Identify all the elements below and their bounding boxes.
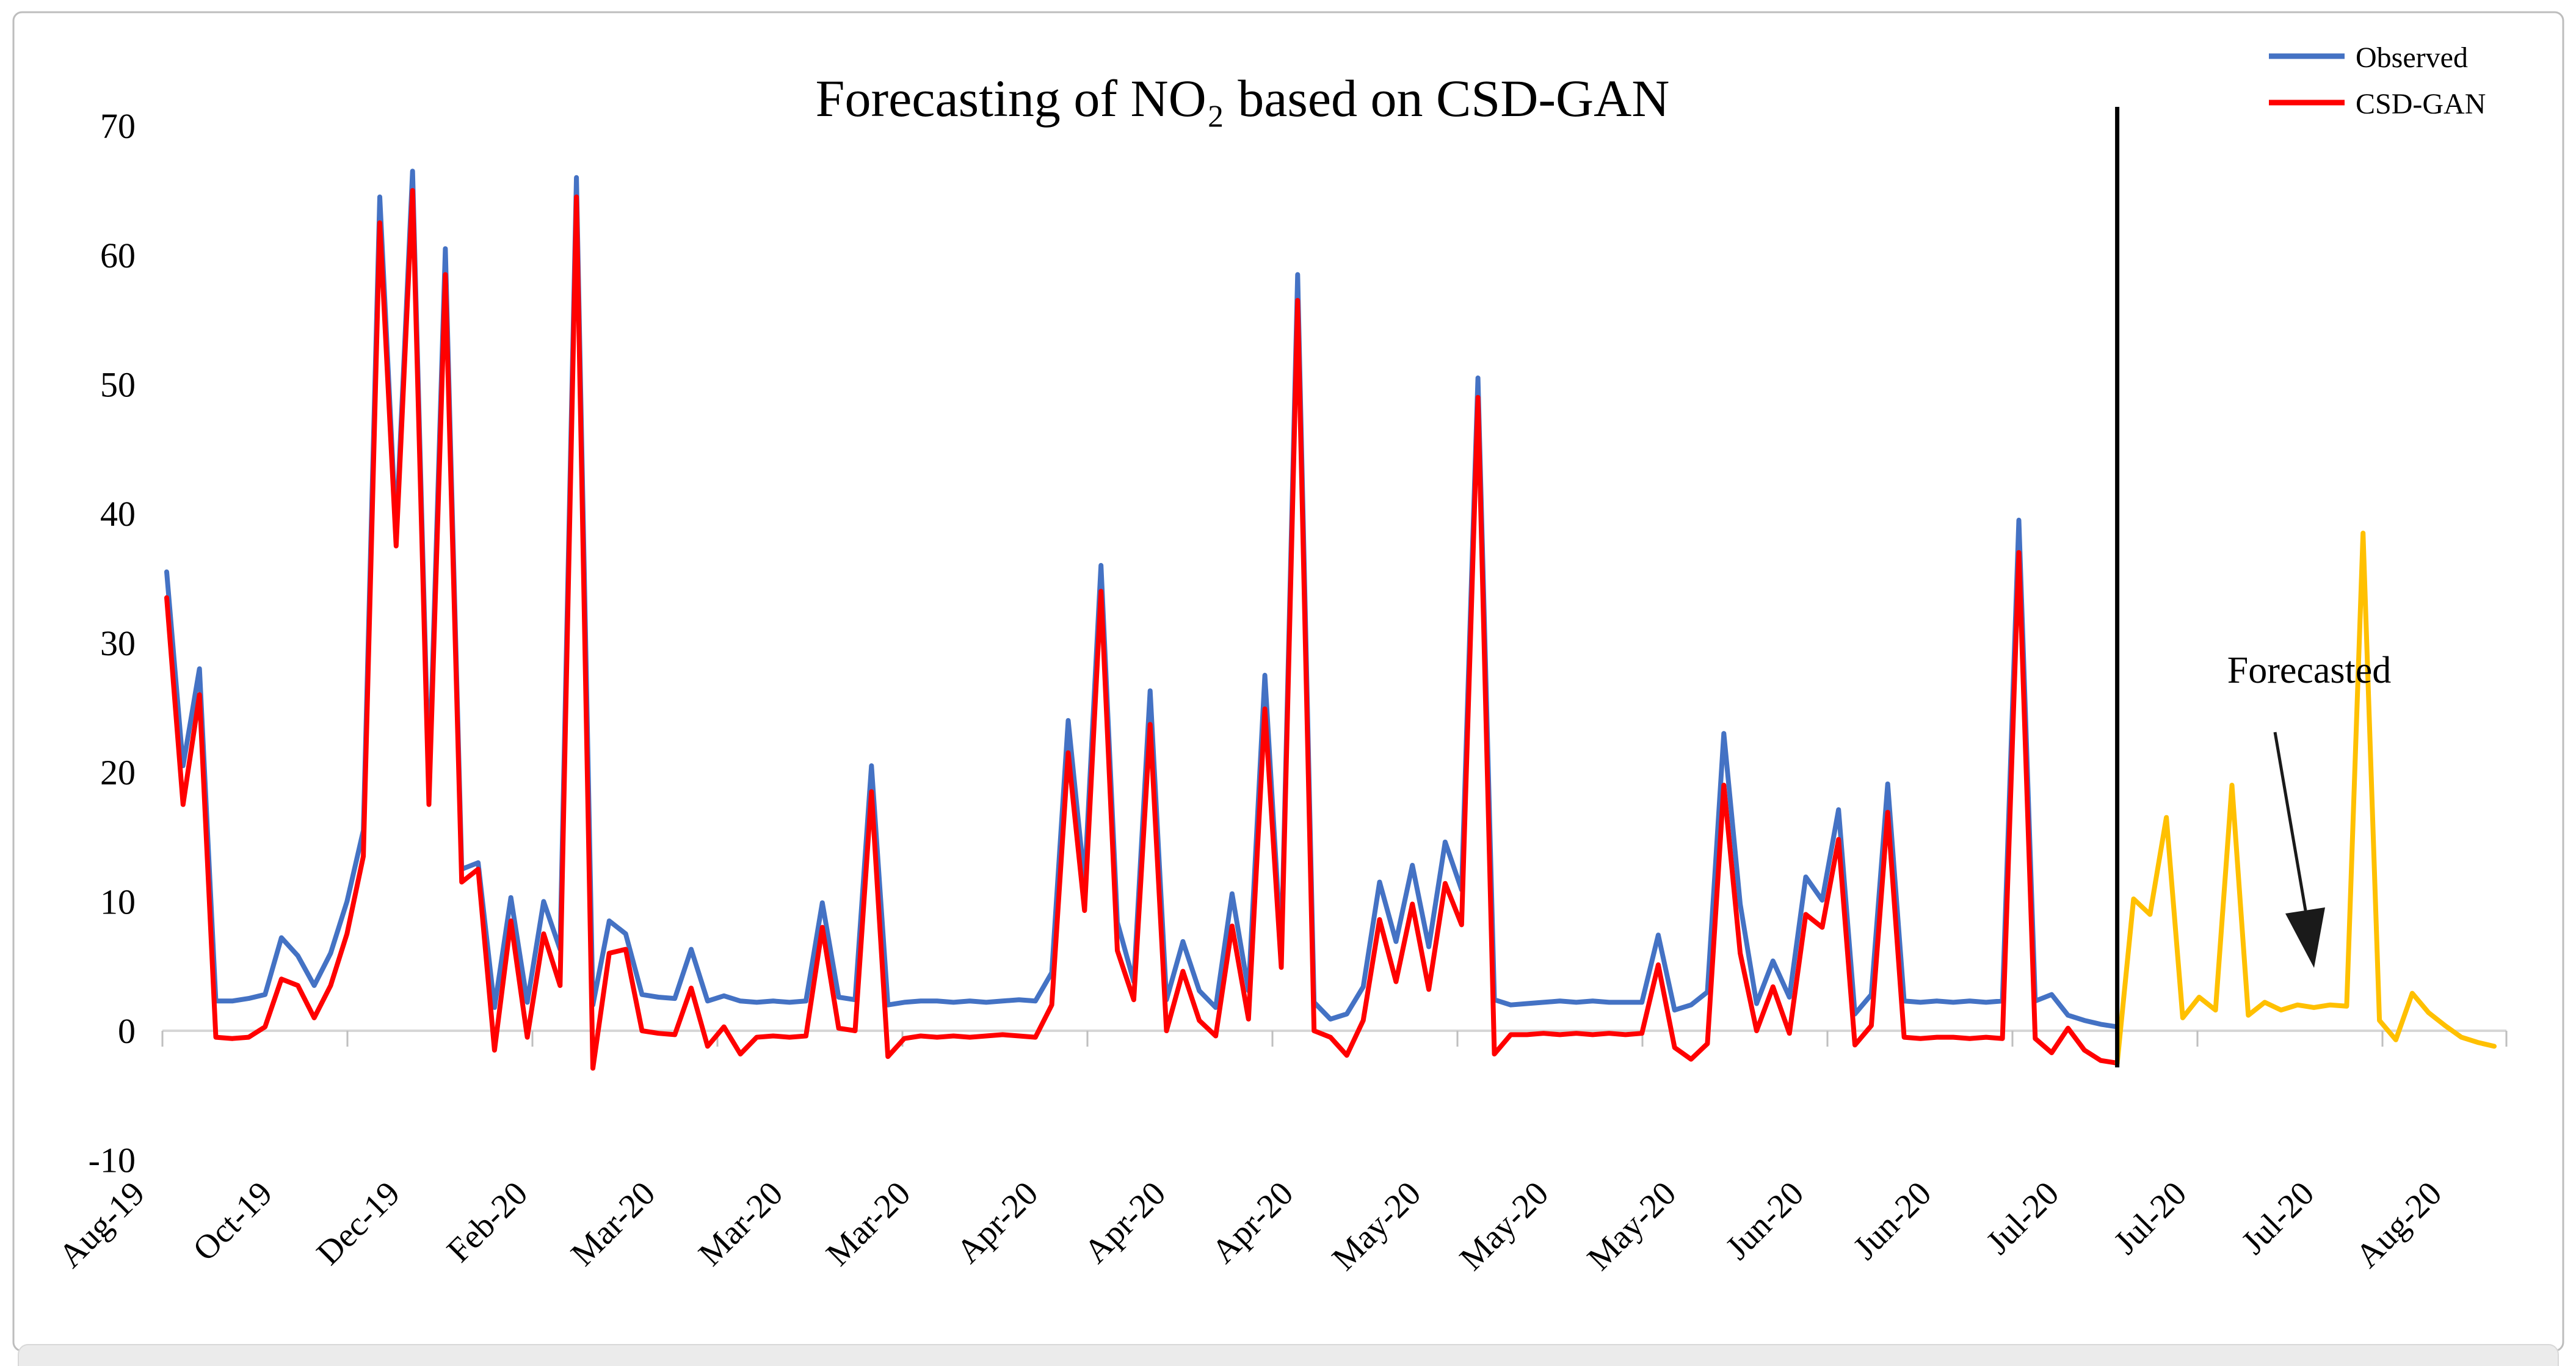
y-axis-label: 70 bbox=[100, 106, 136, 146]
y-axis-label: 0 bbox=[118, 1011, 136, 1051]
y-axis-label: 30 bbox=[100, 623, 136, 663]
csd-gan-line bbox=[164, 187, 2120, 1071]
y-axis-label: 50 bbox=[100, 365, 136, 405]
forecast-line bbox=[2114, 531, 2497, 1066]
forecast-annotation: Forecasted bbox=[2227, 650, 2392, 968]
y-axis-label: -10 bbox=[89, 1141, 136, 1180]
y-axis-label: 20 bbox=[100, 753, 136, 793]
bottom-panel-edge bbox=[18, 1344, 2559, 1366]
legend-label-csd-gan: CSD-GAN bbox=[2356, 88, 2486, 120]
legend: Observed CSD-GAN bbox=[2269, 42, 2486, 120]
y-axis-label: 60 bbox=[100, 236, 136, 275]
legend-item-csd-gan: CSD-GAN bbox=[2269, 88, 2486, 120]
chart-title: Forecasting of NO₂ based on CSD-GAN bbox=[816, 69, 1670, 128]
forecast-annotation-label: Forecasted bbox=[2227, 650, 2392, 691]
annotation-arrow-shaft bbox=[2273, 732, 2307, 911]
legend-item-observed: Observed bbox=[2269, 42, 2468, 74]
legend-label-observed: Observed bbox=[2356, 42, 2468, 74]
down-arrow-icon bbox=[2285, 907, 2325, 968]
y-axis-label: 40 bbox=[100, 494, 136, 534]
y-axis-labels: 70 60 50 40 30 20 10 0 -10 bbox=[89, 106, 136, 1180]
y-axis-label: 10 bbox=[100, 882, 136, 921]
